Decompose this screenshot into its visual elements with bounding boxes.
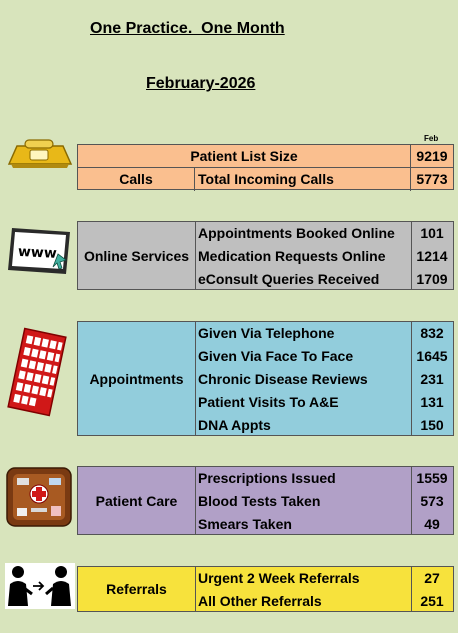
- referral-people-icon: [5, 563, 75, 609]
- item-value: 1709: [416, 271, 448, 287]
- item-label: Medication Requests Online: [198, 248, 386, 264]
- page-title: One Practice. One Month: [90, 20, 285, 37]
- item-value: 131: [420, 394, 444, 410]
- item-label: Given Via Face To Face: [198, 348, 354, 364]
- item-label: eConsult Queries Received: [198, 271, 380, 287]
- medical-kit-icon: [6, 467, 72, 527]
- svg-text:www.: www.: [18, 244, 62, 262]
- referrals-category: Referrals: [78, 567, 196, 611]
- item-value: 1645: [416, 348, 448, 364]
- appointments-section: Appointments Given Via Telephone Given V…: [77, 321, 454, 436]
- online-services-category: Online Services: [78, 222, 196, 289]
- item-label: Prescriptions Issued: [198, 470, 336, 486]
- item-label: Given Via Telephone: [198, 325, 335, 341]
- item-label: Patient Visits To A&E: [198, 394, 339, 410]
- item-label: Smears Taken: [198, 516, 292, 532]
- item-value: 150: [420, 417, 444, 433]
- calls-category: Calls: [78, 168, 195, 191]
- item-value: 49: [424, 516, 440, 532]
- total-incoming-calls-label: Total Incoming Calls: [195, 168, 411, 191]
- item-label: Urgent 2 Week Referrals: [198, 570, 360, 586]
- patient-care-category: Patient Care: [78, 467, 196, 534]
- item-label: Appointments Booked Online: [198, 225, 395, 241]
- item-label: Chronic Disease Reviews: [198, 371, 368, 387]
- item-value: 27: [424, 570, 440, 586]
- item-label: DNA Appts: [198, 417, 271, 433]
- item-value: 573: [420, 493, 444, 509]
- referrals-section: Referrals Urgent 2 Week Referrals All Ot…: [77, 566, 454, 612]
- calendar-icon: [7, 327, 67, 417]
- calls-section: Patient List Size 9219 Calls Total Incom…: [77, 144, 454, 191]
- item-label: Blood Tests Taken: [198, 493, 321, 509]
- patient-care-section: Patient Care Prescriptions Issued Blood …: [77, 466, 454, 535]
- item-value: 832: [420, 325, 444, 341]
- item-value: 1559: [416, 470, 448, 486]
- patient-list-size-value: 9219: [411, 145, 453, 168]
- online-services-section: Online Services Appointments Booked Onli…: [77, 221, 454, 290]
- total-incoming-calls-value: 5773: [416, 171, 448, 187]
- item-label: All Other Referrals: [198, 593, 322, 609]
- patient-list-size-label: Patient List Size: [78, 145, 411, 168]
- month-column-label: Feb: [424, 134, 439, 143]
- item-value: 1214: [416, 248, 448, 264]
- item-value: 251: [420, 593, 444, 609]
- telephone-icon: [7, 139, 73, 168]
- month-title: February-2026: [146, 75, 256, 92]
- item-value: 101: [420, 225, 444, 241]
- www-browser-icon: www.: [8, 228, 70, 274]
- appointments-category: Appointments: [78, 322, 196, 435]
- item-value: 231: [420, 371, 444, 387]
